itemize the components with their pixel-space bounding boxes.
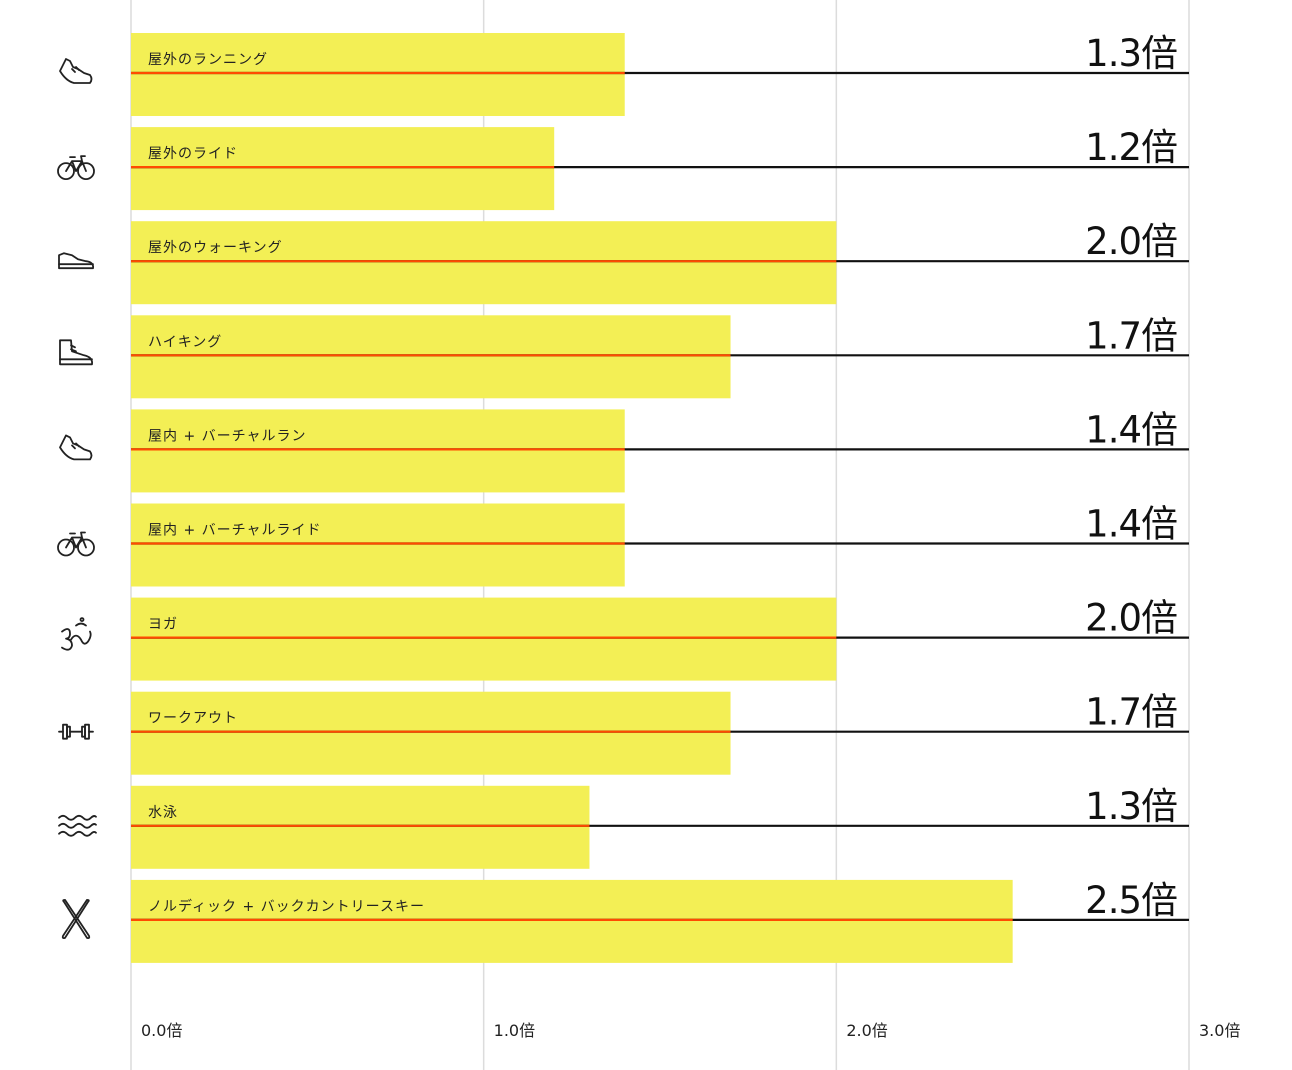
bar-row: 屋内 + バーチャルライド 1.4倍 [57,503,1189,587]
value-label: 1.7倍 [1085,314,1177,357]
category-label: ハイキング [148,334,222,350]
dumbbell-icon [58,723,94,740]
bar-row: 屋外のウォーキング 2.0倍 [58,220,1189,305]
category-label: ヨガ [148,617,178,633]
bar [131,597,837,681]
bar-row: ワークアウト 1.7倍 [58,691,1189,775]
x-axis-tick-labels: 0.0倍 1.0倍 2.0倍 3.0倍 [141,1021,1240,1040]
category-label: ワークアウト [148,711,238,727]
bar [131,33,625,116]
value-label: 1.4倍 [1085,503,1177,546]
value-label: 2.0倍 [1085,597,1177,640]
running-shoe-icon [59,434,93,461]
category-label: 屋内 + バーチャルライド [148,523,322,539]
value-label: 1.7倍 [1085,691,1177,734]
bar [131,691,731,775]
bar [131,221,837,305]
hiking-boot-icon [59,339,93,366]
value-label: 1.3倍 [1085,785,1177,828]
bar [131,879,1013,963]
bicycle-icon [57,155,95,181]
bar-row: 屋外のランニング 1.3倍 [59,32,1189,116]
bar-row: 水泳 1.3倍 [58,785,1189,869]
value-label: 1.4倍 [1085,408,1177,451]
waves-icon [58,814,97,837]
x-tick-label: 2.0倍 [846,1021,887,1040]
category-label: 屋内 + バーチャルラン [148,428,307,444]
walking-shoe-icon [58,252,95,270]
skis-icon [61,899,91,940]
bar-row: ノルディック + バックカントリースキー 2.5倍 [61,879,1189,963]
bar-row: ヨガ 2.0倍 [61,597,1189,681]
bar-row: ハイキング 1.7倍 [59,314,1189,399]
x-tick-label: 3.0倍 [1199,1021,1240,1040]
category-label: ノルディック + バックカントリースキー [148,898,425,915]
value-label: 2.5倍 [1085,879,1177,922]
running-shoe-icon [59,58,93,84]
x-tick-label: 1.0倍 [494,1021,535,1040]
category-label: 屋外のウォーキング [148,240,283,256]
bar [131,315,731,399]
value-label: 1.2倍 [1085,126,1177,169]
bicycle-icon [57,531,95,557]
bar [131,409,625,493]
om-icon [61,617,92,651]
category-label: 屋外のランニング [148,52,268,68]
value-label: 1.3倍 [1085,32,1177,75]
bar-row: 屋内 + バーチャルラン 1.4倍 [59,408,1189,493]
bar [131,127,555,211]
x-tick-label: 0.0倍 [141,1021,182,1040]
category-label: 屋外のライド [148,146,238,162]
bar [131,503,625,587]
category-label: 水泳 [148,805,178,821]
bar [131,785,590,869]
value-label: 2.0倍 [1085,220,1177,263]
bar-row: 屋外のライド 1.2倍 [57,126,1189,211]
